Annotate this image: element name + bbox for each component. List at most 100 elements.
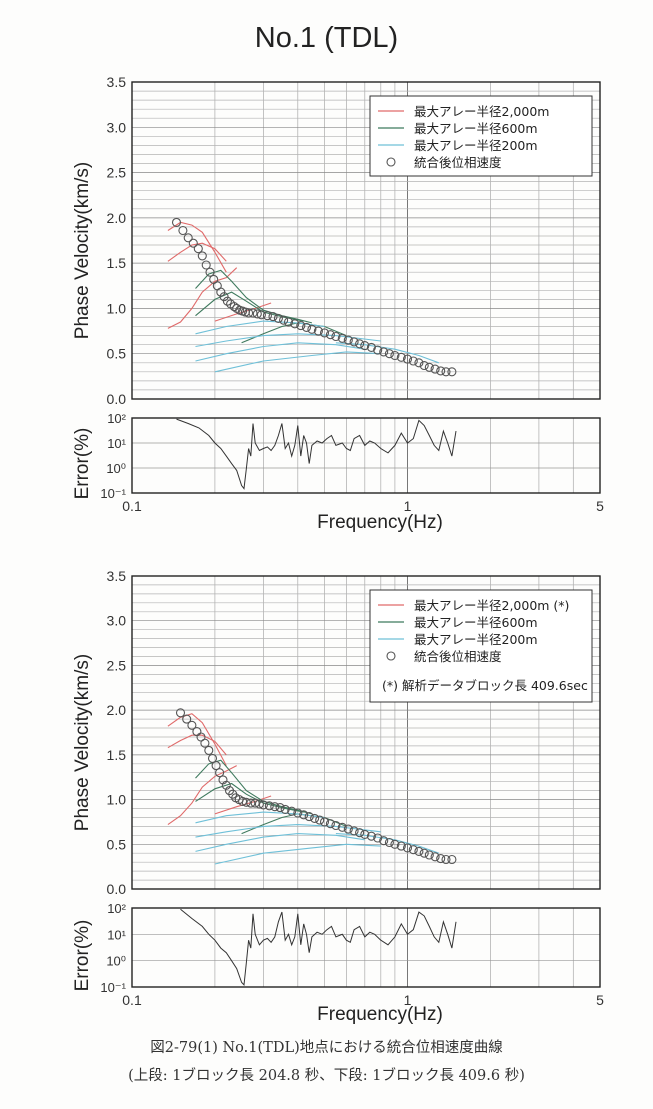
- integrated-velocity-point: [355, 339, 365, 349]
- integrated-velocity-point: [299, 810, 309, 820]
- y-tick-label: 0.0: [107, 391, 127, 407]
- integrated-velocity-point: [222, 296, 232, 306]
- integrated-velocity-point: [355, 828, 365, 838]
- error-y-tick-label: 10¹: [107, 927, 126, 942]
- integrated-velocity-point: [183, 233, 193, 243]
- integrated-velocity-point: [408, 356, 418, 366]
- legend-entry: 最大アレー半径600m: [414, 121, 538, 136]
- integrated-velocity-point: [254, 799, 264, 809]
- series-line-cyan: [195, 320, 325, 335]
- error-curve: [176, 418, 457, 490]
- integrated-velocity-point: [414, 846, 424, 856]
- x-axis-label: Frequency(Hz): [317, 512, 443, 533]
- integrated-velocity-point: [390, 839, 400, 849]
- legend-entry: 最大アレー半径600m: [414, 615, 538, 630]
- integrated-velocity-point: [193, 244, 203, 254]
- y-tick-label: 1.5: [107, 747, 127, 763]
- legend-entry: 統合後位相速度: [414, 155, 502, 170]
- error-y-tick-label: 10⁰: [106, 461, 126, 476]
- integrated-velocity-point: [436, 854, 446, 864]
- series-line-cyan: [214, 843, 381, 865]
- error-y-axis-label: Error(%): [72, 428, 93, 500]
- series-line-green: [241, 813, 347, 835]
- integrated-velocity-point: [396, 841, 406, 851]
- x-tick-label: 5: [596, 498, 604, 514]
- integrated-velocity-point: [430, 852, 440, 862]
- integrated-velocity-point: [315, 815, 325, 825]
- integrated-velocity-point: [268, 312, 278, 322]
- integrated-velocity-point: [216, 287, 226, 297]
- y-tick-label: 0.5: [107, 836, 127, 852]
- integrated-velocity-point: [192, 727, 202, 737]
- legend-entry: 最大アレー半径2,000m: [414, 104, 549, 119]
- series-line-red: [214, 302, 272, 322]
- error-plot-frame: [131, 417, 601, 494]
- y-tick-label: 3.0: [107, 119, 127, 135]
- error-y-tick-label: 10⁰: [106, 954, 126, 969]
- y-tick-label: 2.0: [107, 702, 127, 718]
- integrated-velocity-point: [360, 829, 370, 839]
- x-tick-label: 1: [404, 992, 412, 1008]
- integrated-velocity-point: [414, 358, 424, 368]
- y-tick-label: 1.5: [107, 255, 127, 271]
- series-line-red: [167, 713, 227, 766]
- error-y-tick-label: 10¹: [107, 436, 126, 451]
- y-tick-label: 3.5: [107, 74, 127, 90]
- integrated-velocity-point: [287, 806, 297, 816]
- integrated-velocity-point: [252, 309, 262, 319]
- integrated-velocity-point: [273, 313, 283, 323]
- legend-entry: 最大アレー半径200m: [414, 632, 538, 647]
- integrated-velocity-point: [384, 349, 394, 359]
- integrated-velocity-point: [373, 345, 383, 355]
- legend-note: (*) 解析データブロック長 409.6sec: [382, 678, 588, 693]
- series-line-green: [195, 291, 304, 322]
- integrated-velocity-point: [447, 854, 457, 865]
- integrated-velocity-point: [343, 824, 353, 834]
- integrated-velocity-point: [379, 836, 389, 846]
- integrated-velocity-point: [280, 804, 290, 814]
- x-tick-label: 0.1: [122, 498, 142, 514]
- error-y-tick-label: 10⁻¹: [100, 980, 126, 995]
- series-line-red: [167, 221, 227, 273]
- series-line-cyan: [195, 342, 365, 362]
- integrated-velocity-point: [373, 833, 383, 843]
- integrated-velocity-point: [197, 251, 207, 261]
- y-tick-label: 2.5: [107, 657, 127, 673]
- integrated-velocity-point: [337, 822, 347, 832]
- integrated-velocity-point: [205, 267, 215, 277]
- integrated-velocity-point: [175, 708, 186, 718]
- error-y-tick-label: 10²: [107, 901, 126, 916]
- integrated-velocity-point: [430, 364, 440, 374]
- integrated-velocity-point: [204, 745, 214, 755]
- integrated-velocity-point: [366, 342, 376, 352]
- integrated-velocity-point: [310, 813, 320, 823]
- y-tick-label: 2.5: [107, 165, 127, 181]
- figure-caption-line-2: (上段: 1ブロック長 204.8 秒、下段: 1ブロック長 409.6 秒): [128, 1068, 525, 1084]
- integrated-velocity-point: [319, 817, 330, 827]
- series-line-cyan: [214, 351, 381, 373]
- legend-marker-swatch: [386, 651, 396, 661]
- integrated-velocity-point: [256, 310, 266, 320]
- integrated-velocity-point: [262, 311, 272, 321]
- integrated-velocity-point: [402, 843, 413, 853]
- integrated-velocity-point: [337, 333, 347, 343]
- integrated-velocity-point: [319, 328, 330, 338]
- integrated-velocity-point: [187, 720, 197, 730]
- integrated-velocity-point: [325, 330, 335, 340]
- y-tick-label: 3.0: [107, 613, 127, 629]
- integrated-velocity-point: [313, 326, 323, 336]
- integrated-velocity-point: [248, 308, 258, 318]
- legend-entry: 統合後位相速度: [414, 649, 502, 664]
- integrated-velocity-point: [325, 819, 335, 829]
- integrated-velocity-point: [283, 317, 294, 327]
- integrated-velocity-point: [219, 292, 229, 302]
- integrated-velocity-point: [182, 714, 192, 724]
- integrated-velocity-point: [215, 768, 225, 778]
- legend-box: [369, 95, 593, 177]
- x-axis-label: Frequency(Hz): [317, 1004, 443, 1025]
- y-tick-label: 1.0: [107, 792, 127, 808]
- series-line-cyan: [195, 824, 381, 838]
- x-tick-label: 5: [596, 992, 604, 1008]
- y-tick-label: 2.0: [107, 210, 127, 226]
- integrated-velocity-point: [419, 360, 429, 371]
